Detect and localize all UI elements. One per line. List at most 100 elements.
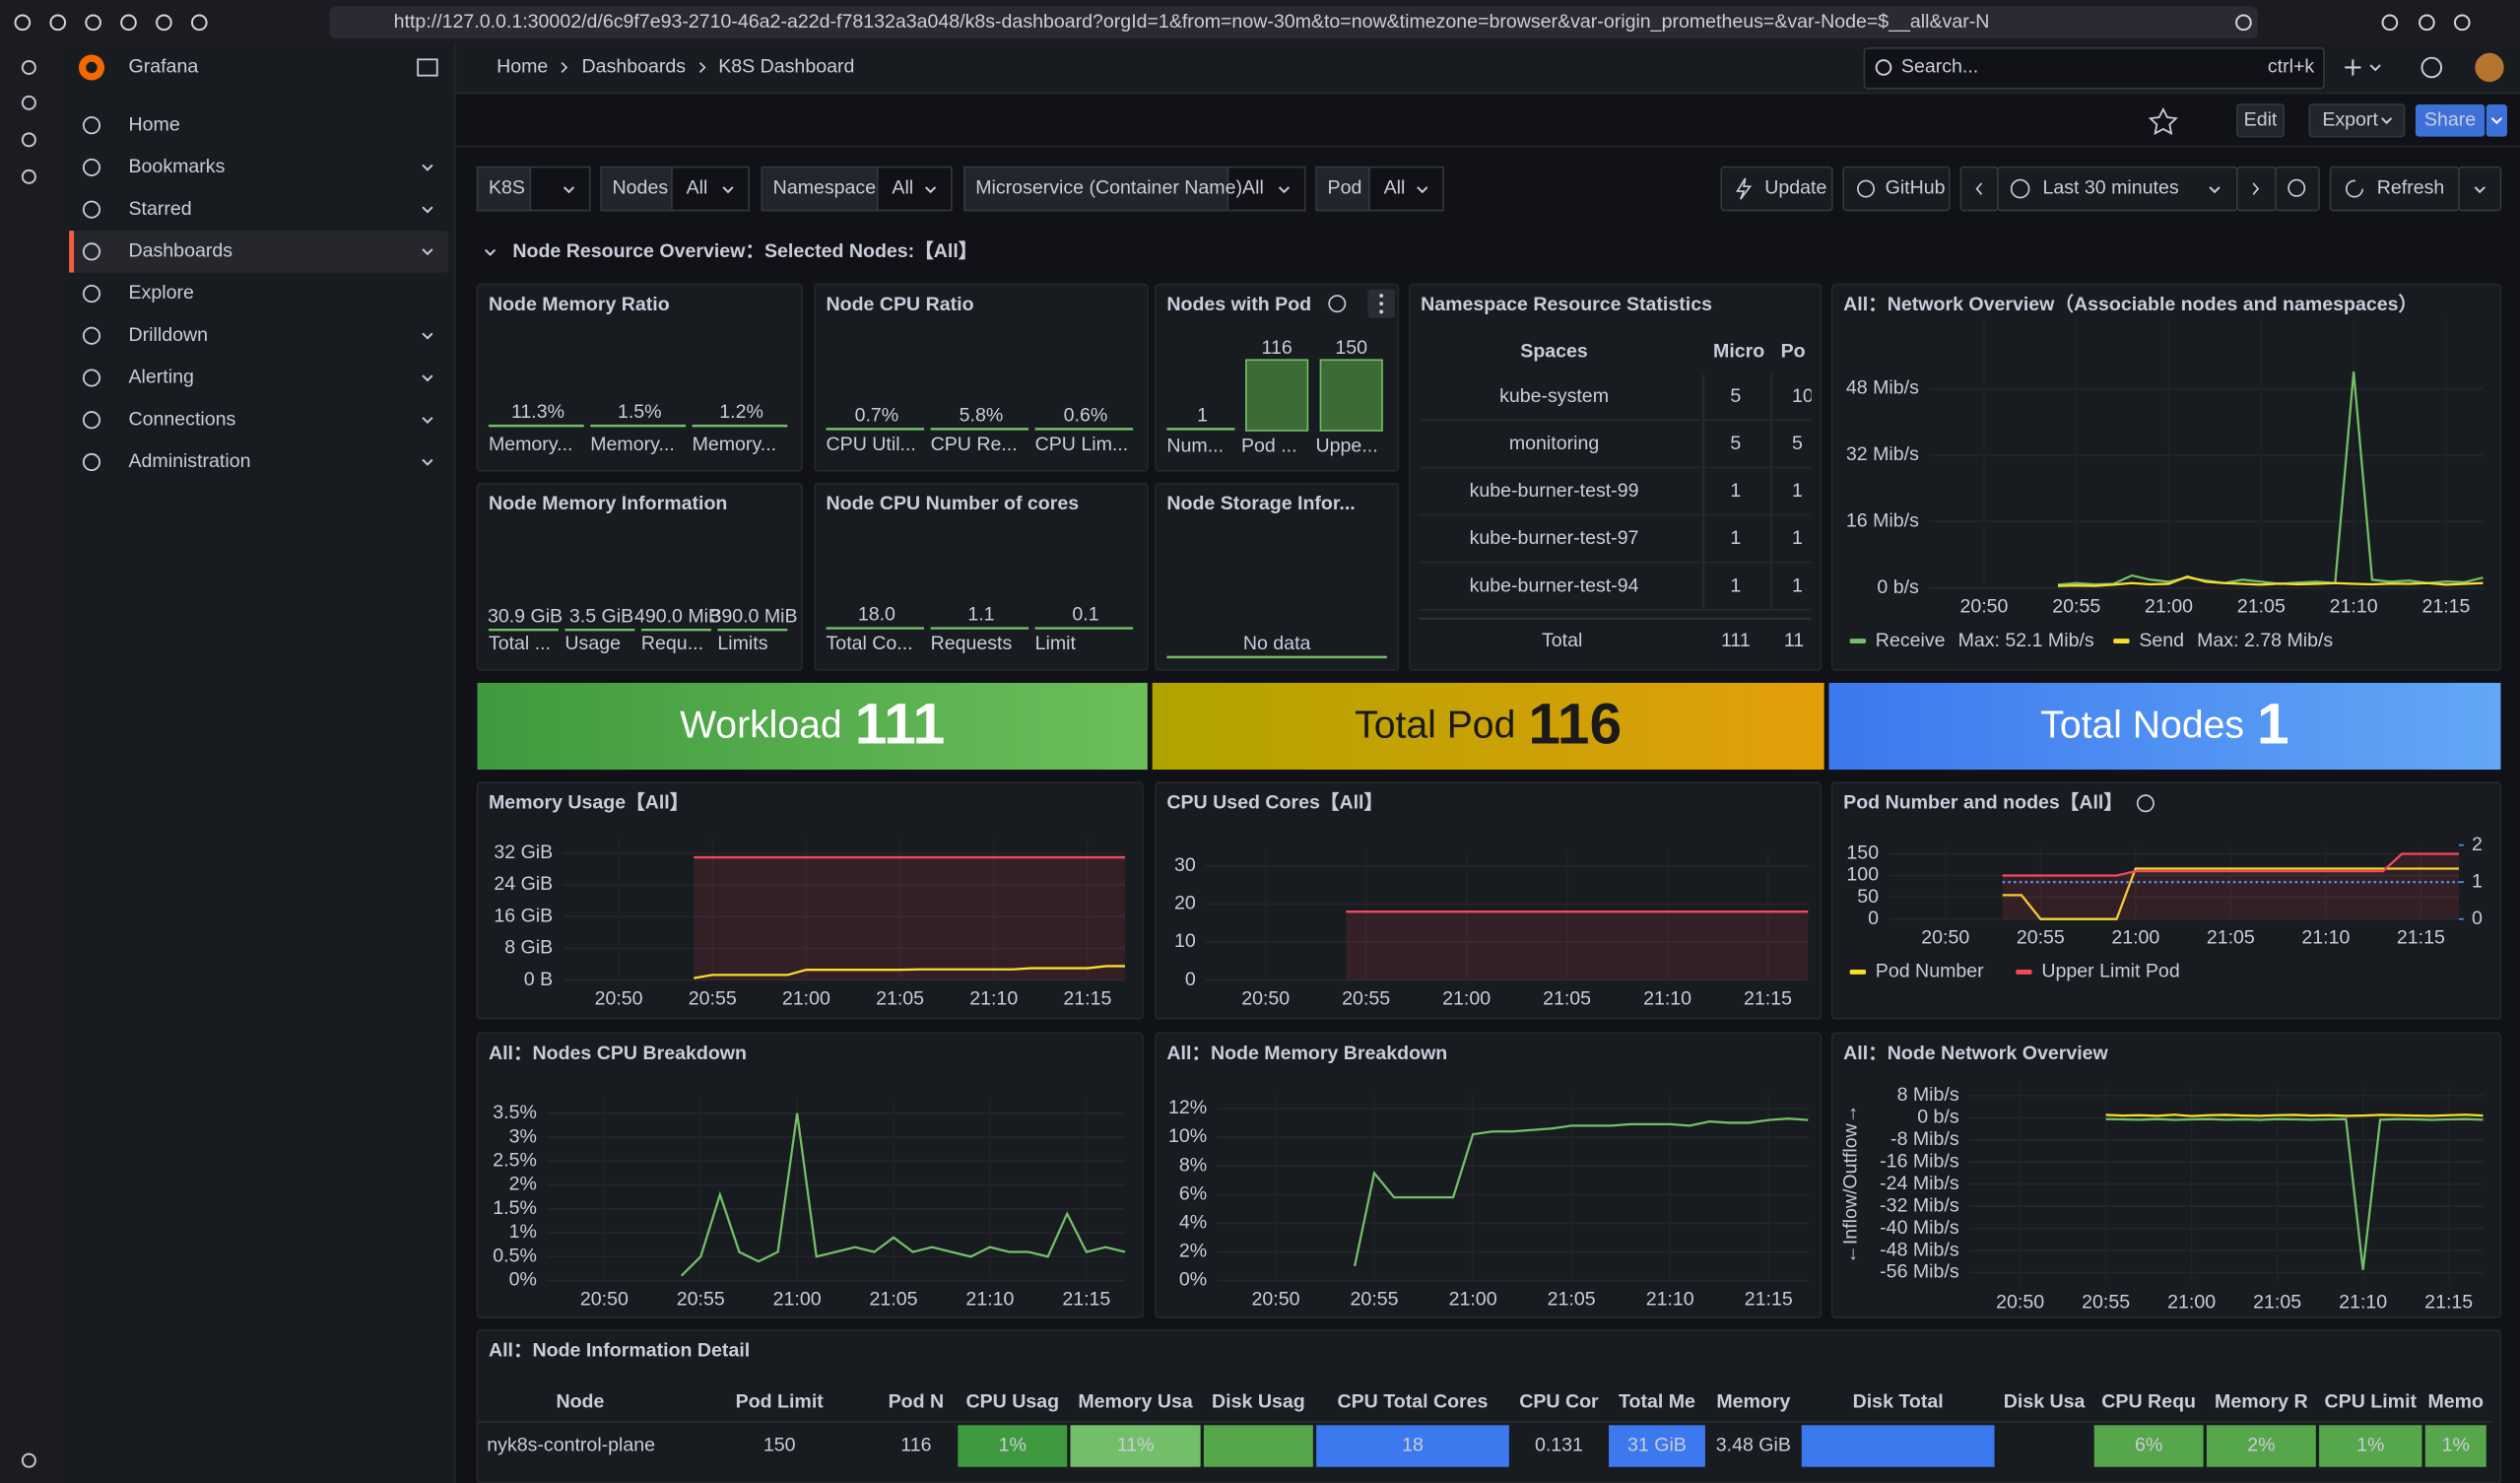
panel [476, 283, 803, 472]
stat-value: 1.2% [719, 401, 763, 423]
stat-value: 18.0 [858, 604, 895, 626]
search-box[interactable] [1863, 47, 2325, 90]
x-tick-label: 20:50 [1251, 1288, 1299, 1310]
nav-item[interactable]: Administration [129, 450, 251, 472]
cell: 116 [900, 1435, 931, 1456]
nav-item[interactable]: Drilldown [129, 324, 208, 346]
nav-item[interactable]: Explore [129, 282, 194, 303]
legend-max: Max: 2.78 Mib/s [2197, 630, 2333, 651]
browser-icon[interactable] [156, 14, 172, 32]
nav-item[interactable]: Connections [129, 408, 236, 430]
browser-icon[interactable] [14, 14, 32, 32]
browser-icon[interactable] [2381, 14, 2399, 32]
stat-label: Requests [931, 633, 1013, 654]
share-button[interactable] [2415, 103, 2486, 137]
zoom-out[interactable] [2275, 166, 2320, 212]
nav-item[interactable]: Bookmarks [129, 156, 226, 177]
stat-label: Total Co... [827, 633, 913, 654]
panel [1408, 283, 1823, 671]
strip-icon[interactable] [21, 169, 36, 184]
export-button[interactable] [2308, 103, 2406, 138]
strip-icon[interactable] [21, 1452, 36, 1468]
legend-label[interactable]: Pod Number [1876, 961, 1984, 982]
y-tick-label: -16 Mib/s [1880, 1150, 1959, 1172]
github-label: GitHub [1886, 177, 1946, 199]
column-header: CPU Limit [2325, 1391, 2418, 1413]
y-axis-label: ←Inflow/Outflow→ [1840, 1105, 1862, 1264]
cell-bg [2093, 1425, 2204, 1467]
browser-icon[interactable] [49, 14, 67, 32]
help-icon[interactable] [2421, 56, 2443, 79]
legend-label[interactable]: Upper Limit Pod [2041, 961, 2179, 982]
update-button[interactable] [1720, 166, 1833, 212]
column-header: Micro [1713, 340, 1764, 362]
stat-label: CPU Lim... [1035, 434, 1129, 455]
nav-icon [82, 116, 101, 135]
browser-icon[interactable] [190, 14, 208, 32]
browser-icon[interactable] [2453, 14, 2471, 32]
y-tick-label: 150 [1846, 843, 1879, 864]
nav-item[interactable]: Starred [129, 198, 192, 220]
nav-icon [82, 452, 101, 471]
series-line [1353, 1117, 1809, 1267]
url-field[interactable] [329, 6, 2259, 39]
avatar[interactable] [2475, 52, 2504, 83]
panel [1830, 1032, 2502, 1318]
time-back[interactable] [1959, 166, 1999, 212]
x-tick-label: 20:50 [580, 1288, 629, 1310]
strip-icon[interactable] [21, 132, 36, 148]
browser-icon[interactable] [2235, 14, 2252, 32]
share-label: Share [2424, 108, 2476, 130]
search-shortcut: ctrl+k [2268, 56, 2315, 78]
nav-icon [82, 200, 101, 219]
x-tick-label: 21:05 [2253, 1292, 2301, 1314]
app-name: Grafana [129, 56, 199, 78]
y-tick-label: 0 b/s [1877, 576, 1919, 598]
nav-item[interactable]: Home [129, 113, 180, 135]
breadcrumb[interactable]: Home [497, 56, 548, 78]
breadcrumb[interactable]: Dashboards [582, 56, 687, 78]
x-tick-label: 21:00 [2111, 926, 2159, 948]
nav-icon [82, 242, 101, 261]
dock-icon[interactable] [417, 58, 438, 77]
time-forward[interactable] [2236, 166, 2277, 212]
nav-item[interactable]: Dashboards [129, 240, 233, 262]
y-tick-label: 3% [509, 1125, 537, 1147]
variable-value-box[interactable] [1368, 166, 1444, 212]
y-tick-label: 8 GiB [504, 937, 553, 959]
chevron-icon [722, 186, 734, 194]
strip-icon[interactable] [21, 59, 36, 75]
y-tick-label: 32 Mib/s [1846, 443, 1919, 465]
variable-value-box[interactable] [529, 166, 591, 212]
y-tick-label: 1% [509, 1221, 537, 1243]
chevron-icon [563, 186, 575, 194]
browser-icon[interactable] [85, 14, 101, 32]
variable-value-box[interactable] [671, 166, 751, 212]
variable-value-box[interactable] [876, 166, 953, 212]
edit-button[interactable] [2236, 103, 2286, 138]
y-tick-label: -32 Mib/s [1880, 1194, 1959, 1216]
variable-value-box[interactable] [1227, 166, 1306, 212]
stat-value: 390.0 MiB [710, 605, 797, 627]
y-tick-label: -8 Mib/s [1890, 1128, 1959, 1150]
plus-icon[interactable] [2345, 59, 2361, 76]
github-button[interactable] [1842, 166, 1951, 212]
refresh-interval[interactable] [2458, 166, 2502, 212]
y2-tick-label: 2 [2472, 834, 2483, 855]
star-icon[interactable] [2148, 106, 2178, 136]
browser-icon[interactable] [2419, 14, 2435, 32]
legend-label[interactable]: Receive [1876, 630, 1946, 651]
x-tick-label: 21:15 [1744, 987, 1792, 1009]
big-stat-value: 1 [2257, 692, 2289, 756]
x-tick-label: 20:55 [677, 1288, 725, 1310]
x-tick-label: 21:15 [2421, 596, 2470, 618]
y2-tick-label: 1 [2472, 870, 2483, 892]
nav-item[interactable]: Alerting [129, 367, 194, 388]
panel [1155, 1032, 1823, 1318]
stat-label: CPU Util... [827, 434, 916, 455]
share-menu[interactable] [2486, 103, 2507, 137]
column-header: CPU Requ [2101, 1391, 2196, 1413]
browser-icon[interactable] [120, 14, 137, 32]
legend-label[interactable]: Send [2139, 630, 2184, 651]
strip-icon[interactable] [21, 95, 36, 110]
